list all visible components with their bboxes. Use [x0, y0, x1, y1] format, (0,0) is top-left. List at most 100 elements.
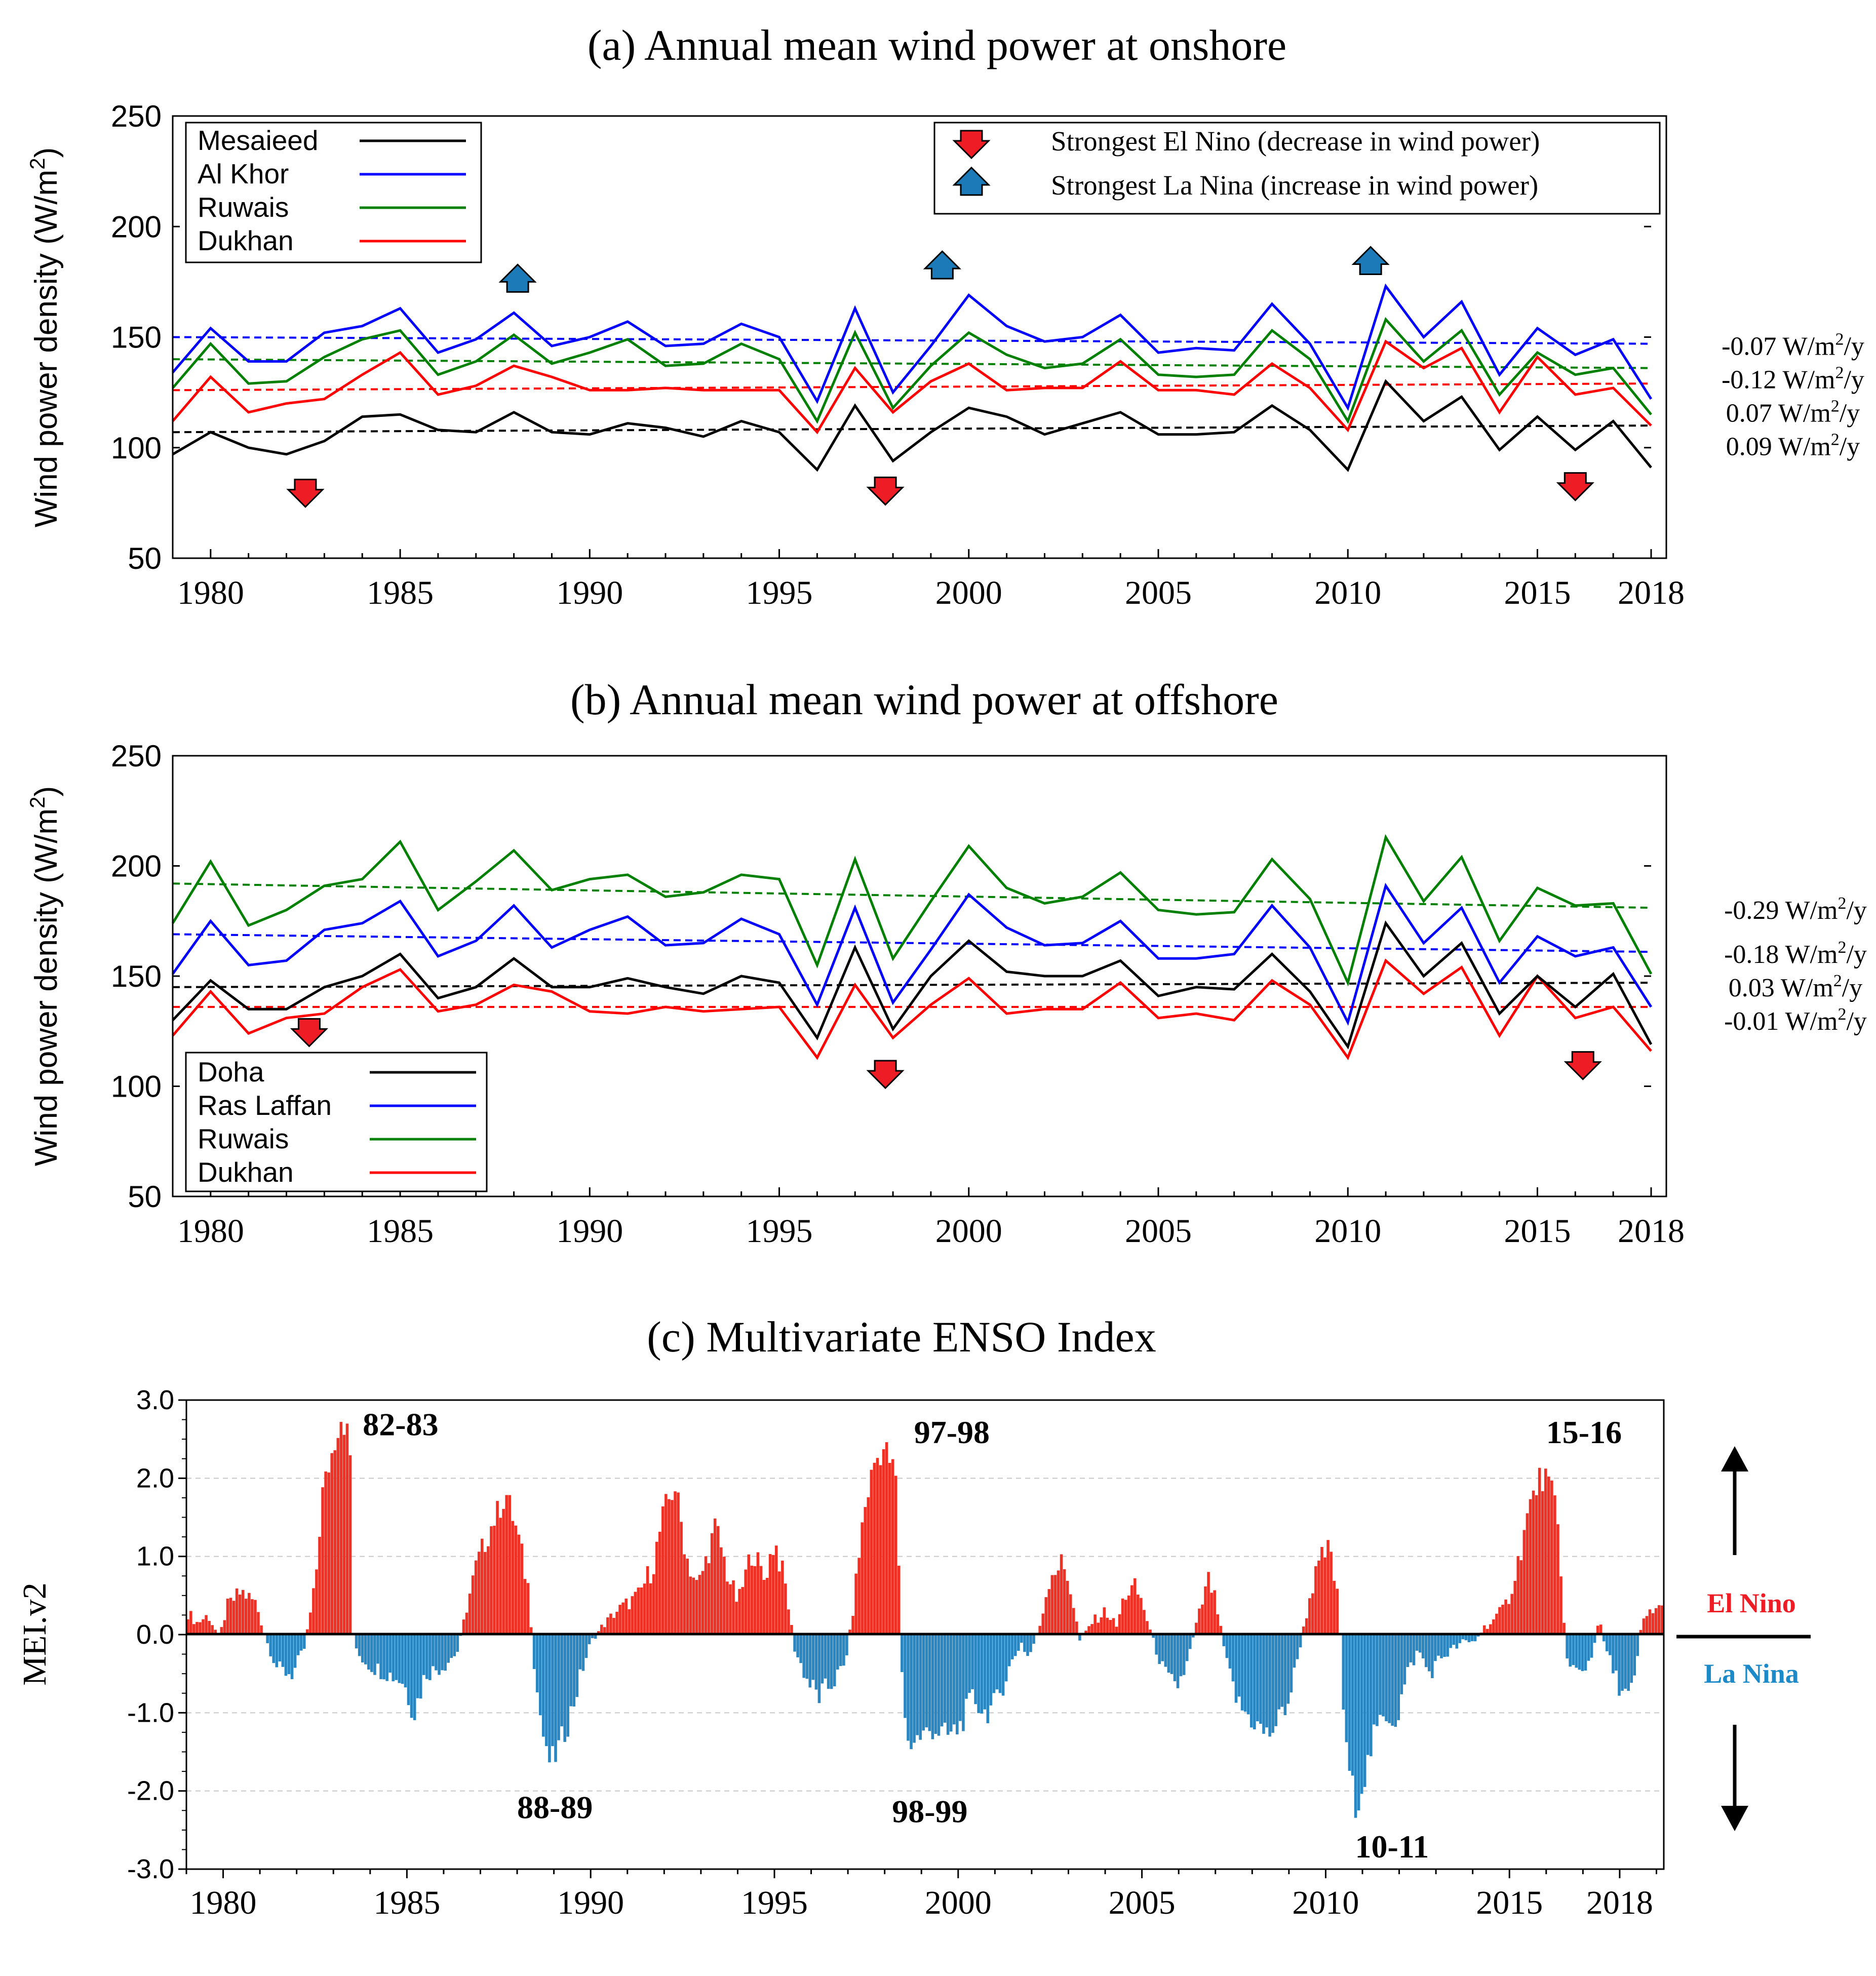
mei-bar-negative: [1357, 1635, 1360, 1811]
panel-a-trend-rates: -0.07 W/m2/y-0.12 W/m2/y0.07 W/m2/y0.09 …: [1722, 330, 1864, 461]
mei-bar-negative: [1409, 1635, 1413, 1662]
mei-bar-negative: [1382, 1635, 1385, 1717]
trend-rate-dukhan: -0.01 W/m2/y: [1724, 1005, 1867, 1036]
panel-a-series: [172, 283, 1653, 472]
mei-bar-negative: [1412, 1635, 1416, 1665]
mei-bar-negative: [919, 1635, 922, 1740]
mei-bar-positive: [707, 1563, 711, 1635]
y-tick-label: 200: [111, 210, 162, 244]
mei-bar-negative: [833, 1635, 836, 1687]
mei-bar-positive: [196, 1622, 199, 1635]
mei-bar-negative: [1590, 1635, 1593, 1658]
mei-bar-positive: [1308, 1598, 1311, 1635]
mei-bar-negative: [284, 1635, 288, 1676]
event-label: 88-89: [517, 1790, 593, 1826]
mei-bar-positive: [713, 1518, 717, 1635]
y-tick-label: 250: [111, 99, 162, 133]
mei-bar-positive: [251, 1599, 254, 1635]
mei-bar-positive: [1562, 1622, 1566, 1635]
mei-bar-negative: [1231, 1635, 1235, 1682]
series-line-ruwais: [171, 834, 1653, 987]
mei-bar-positive: [1333, 1580, 1336, 1635]
panel-c-plot-frame: [185, 1399, 1665, 1870]
mei-bar-positive: [787, 1609, 790, 1635]
mei-bar-negative: [1388, 1635, 1391, 1723]
mei-bar-negative: [1283, 1635, 1287, 1716]
up-arrow-icon: [1721, 1446, 1748, 1471]
mei-bar-positive: [1599, 1624, 1603, 1635]
mei-bar-positive: [465, 1612, 468, 1635]
elnino-marker-icon: [287, 479, 324, 508]
mei-bar-positive: [1072, 1608, 1075, 1635]
mei-bar-positive: [704, 1556, 708, 1635]
mei-bar-negative: [907, 1635, 910, 1741]
mei-bar-positive: [1069, 1594, 1072, 1635]
mei-bar-positive: [186, 1619, 189, 1635]
mei-bar-negative: [447, 1635, 450, 1663]
x-tick-label: 2000: [935, 1213, 1002, 1250]
elnino-marker-icon: [867, 476, 904, 506]
mei-bar-negative: [1004, 1635, 1008, 1682]
panel-b-plot-frame: [172, 755, 1667, 1197]
mei-bar-positive: [762, 1579, 766, 1635]
mei-bar-negative: [1345, 1635, 1348, 1742]
y-tick-label: 150: [111, 321, 162, 355]
mei-bar-negative: [296, 1635, 300, 1655]
panel-a-plot-frame: [172, 115, 1667, 559]
mei-bar-positive: [1084, 1631, 1087, 1635]
mei-bar-positive: [1207, 1572, 1210, 1635]
mei-bar-positive: [511, 1521, 515, 1635]
mei-bar-positive: [692, 1577, 695, 1635]
mei-bar-positive: [192, 1624, 196, 1635]
mei-bar-negative: [554, 1635, 557, 1762]
mei-bar-positive: [710, 1533, 714, 1635]
mei-bar-positive: [260, 1625, 263, 1635]
mei-bar-negative: [1406, 1635, 1410, 1667]
mei-bar-negative: [1458, 1635, 1462, 1643]
mei-bar-positive: [1538, 1467, 1541, 1635]
lanina-marker-icon: [1352, 246, 1389, 275]
mei-bar-negative: [1476, 1635, 1480, 1637]
mei-bar-positive: [345, 1423, 349, 1635]
mei-bar-negative: [419, 1635, 422, 1699]
mei-bar-positive: [612, 1618, 615, 1635]
panel-mei: (c) Multivariate ENSO Index -3.0 -2.0 -1.0…: [16, 1312, 1811, 1921]
mei-bar-negative: [1363, 1635, 1366, 1787]
mei-bar-negative: [820, 1635, 824, 1684]
mei-bar-negative: [388, 1635, 392, 1673]
mei-bar-negative: [839, 1635, 842, 1667]
mei-bar-negative: [1397, 1635, 1400, 1720]
mei-bar-negative: [266, 1635, 269, 1644]
mei-bar-positive: [517, 1534, 521, 1635]
mei-bar-positive: [1140, 1598, 1143, 1635]
mei-bar-positive: [1544, 1468, 1547, 1635]
mei-bar-negative: [566, 1635, 569, 1737]
x-tick-label: 1985: [367, 1213, 434, 1250]
mei-bar-negative: [943, 1635, 947, 1723]
mei-bar-negative: [1161, 1635, 1164, 1661]
mei-bar-negative: [548, 1635, 551, 1763]
mei-bar-negative: [1602, 1635, 1606, 1642]
event-label: 82-83: [363, 1406, 438, 1442]
mei-bar-negative: [1023, 1635, 1026, 1652]
mei-bar-negative: [1385, 1635, 1388, 1721]
mei-bar-negative: [1256, 1635, 1259, 1722]
mei-bar-negative: [1373, 1635, 1376, 1725]
lanina-marker-icon: [924, 250, 960, 280]
mei-bar-negative: [1467, 1635, 1471, 1643]
mei-bar-positive: [202, 1619, 205, 1635]
mei-bar-positive: [661, 1506, 665, 1635]
mei-bar-negative: [532, 1635, 536, 1669]
mei-bar-positive: [759, 1566, 763, 1635]
legend-label: Al Khor: [198, 158, 289, 189]
mei-bar-positive: [1522, 1530, 1526, 1635]
mei-bar-positive: [674, 1491, 677, 1635]
mei-bar-negative: [1470, 1635, 1474, 1642]
mei-bar-positive: [1535, 1495, 1538, 1635]
mei-bar-positive: [1130, 1585, 1134, 1635]
mei-bar-negative: [1455, 1635, 1459, 1649]
mei-bar-negative: [1452, 1635, 1455, 1645]
mei-bar-negative: [808, 1635, 812, 1688]
series-line-al-khor: [172, 283, 1653, 411]
mei-bar-negative: [1421, 1635, 1425, 1659]
